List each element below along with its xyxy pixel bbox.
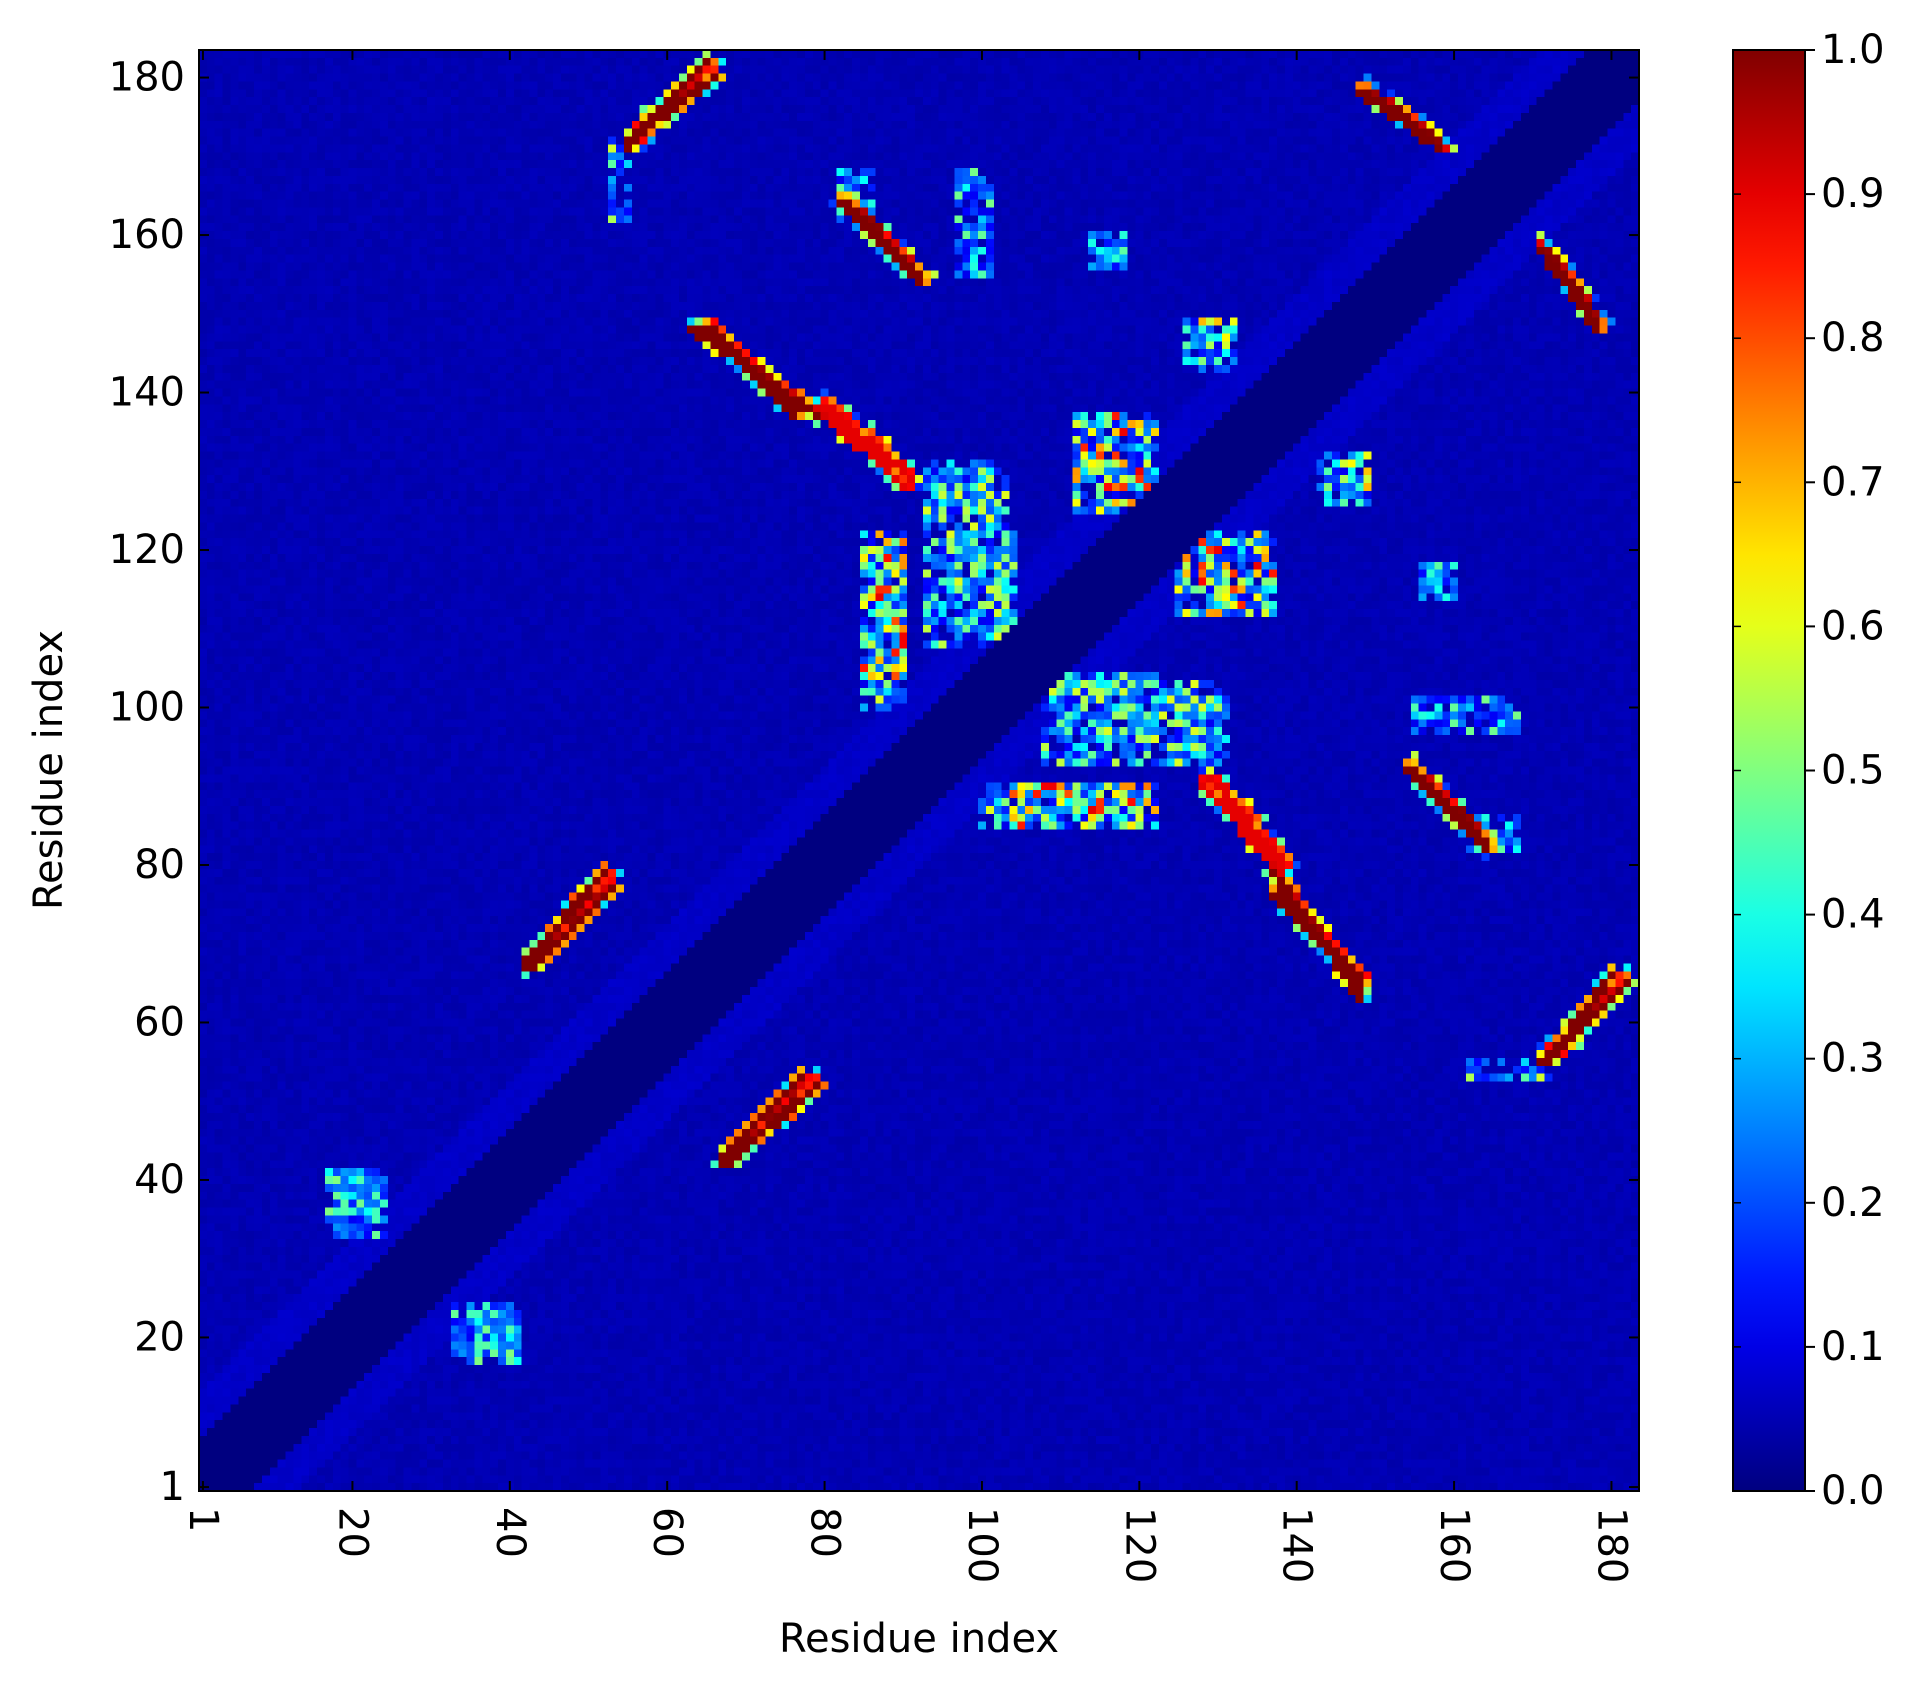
y-axis-label: Residue index (26, 630, 72, 910)
x-tick-label: 60 (644, 1507, 690, 1558)
colorbar-tick-label: 0.7 (1821, 459, 1885, 505)
colorbar-tick-label: 0.0 (1821, 1468, 1885, 1514)
colorbar-tick-label: 0.6 (1821, 603, 1885, 649)
heatmap-image (199, 50, 1639, 1491)
y-tick-label: 160 (109, 212, 185, 258)
x-tick-label: 1 (180, 1507, 226, 1532)
colorbar (1732, 49, 1806, 1492)
y-tick-label: 120 (109, 527, 185, 573)
x-tick-label: 180 (1588, 1507, 1634, 1583)
heatmap (199, 50, 1639, 1491)
x-tick-label: 80 (802, 1507, 848, 1558)
colorbar-tick-label: 0.9 (1821, 171, 1885, 217)
colorbar-tick-label: 0.1 (1821, 1324, 1885, 1370)
x-axis-label: Residue index (779, 1616, 1059, 1662)
x-tick-label: 160 (1431, 1507, 1477, 1583)
y-tick-label: 60 (134, 999, 185, 1045)
y-tick-label: 40 (134, 1157, 185, 1203)
y-tick-label: 100 (109, 685, 185, 731)
colorbar-tick-label: 1.0 (1821, 27, 1885, 73)
x-tick-label: 120 (1116, 1507, 1162, 1583)
y-tick-label: 140 (109, 370, 185, 416)
colorbar-tick-label: 0.8 (1821, 315, 1885, 361)
colorbar-tick-label: 0.4 (1821, 892, 1885, 938)
plot-frame (198, 49, 1640, 1492)
y-tick-label: 1 (160, 1464, 185, 1510)
colorbar-tick-label: 0.3 (1821, 1036, 1885, 1082)
colorbar-tick-label: 0.5 (1821, 748, 1885, 794)
x-axis: 1 20 40 60 80 100 120 140 160 180 (180, 50, 1634, 1583)
x-tick-label: 20 (329, 1507, 375, 1558)
colorbar-axis: 0.0 0.1 0.2 0.3 0.4 0.5 0.6 0.7 0.8 0.9 1.0 (1733, 27, 1885, 1514)
y-tick-label: 20 (134, 1314, 185, 1360)
x-tick-label: 100 (959, 1507, 1005, 1583)
y-tick-label: 80 (134, 842, 185, 888)
x-tick-label: 140 (1274, 1507, 1320, 1583)
y-tick-label: 180 (109, 55, 185, 101)
colorbar-gradient (1733, 50, 1805, 1491)
colorbar-tick-label: 0.2 (1821, 1180, 1885, 1226)
x-tick-label: 40 (487, 1507, 533, 1558)
